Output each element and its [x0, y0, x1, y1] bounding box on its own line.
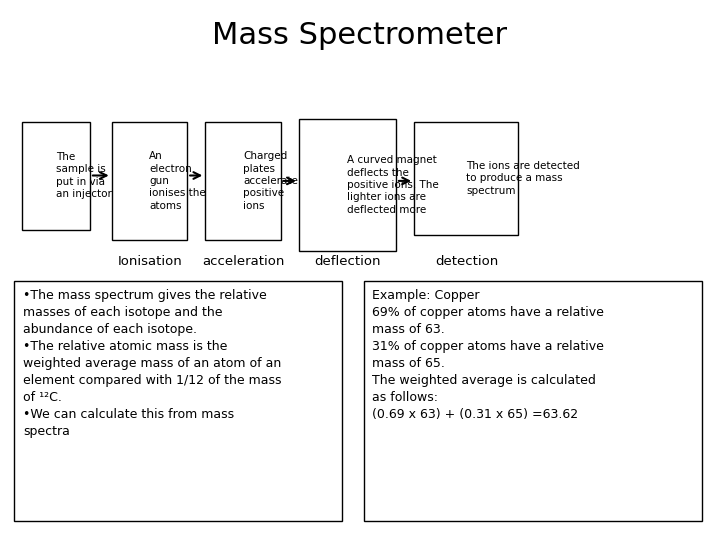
Text: Mass Spectrometer: Mass Spectrometer [212, 21, 508, 50]
FancyBboxPatch shape [364, 281, 702, 521]
Text: Charged
plates
accelerate
positive
ions: Charged plates accelerate positive ions [243, 151, 298, 211]
Text: An
electron
gun
ionises the
atoms: An electron gun ionises the atoms [150, 151, 206, 211]
FancyBboxPatch shape [112, 122, 187, 240]
FancyBboxPatch shape [414, 122, 518, 235]
Text: Example: Copper
69% of copper atoms have a relative
mass of 63.
31% of copper at: Example: Copper 69% of copper atoms have… [372, 289, 604, 421]
Text: acceleration: acceleration [202, 255, 284, 268]
FancyBboxPatch shape [22, 122, 90, 230]
Text: deflection: deflection [314, 255, 380, 268]
Text: The ions are detected
to produce a mass
spectrum: The ions are detected to produce a mass … [467, 161, 580, 195]
Text: Ionisation: Ionisation [117, 255, 182, 268]
FancyBboxPatch shape [14, 281, 342, 521]
Text: detection: detection [435, 255, 498, 268]
FancyBboxPatch shape [205, 122, 281, 240]
Text: The
sample is
put in via
an injector: The sample is put in via an injector [56, 152, 112, 199]
Text: A curved magnet
deflects the
positive ions. The
lighter ions are
deflected more: A curved magnet deflects the positive io… [347, 155, 439, 215]
FancyBboxPatch shape [299, 119, 396, 251]
Text: •The mass spectrum gives the relative
masses of each isotope and the
abundance o: •The mass spectrum gives the relative ma… [23, 289, 282, 438]
